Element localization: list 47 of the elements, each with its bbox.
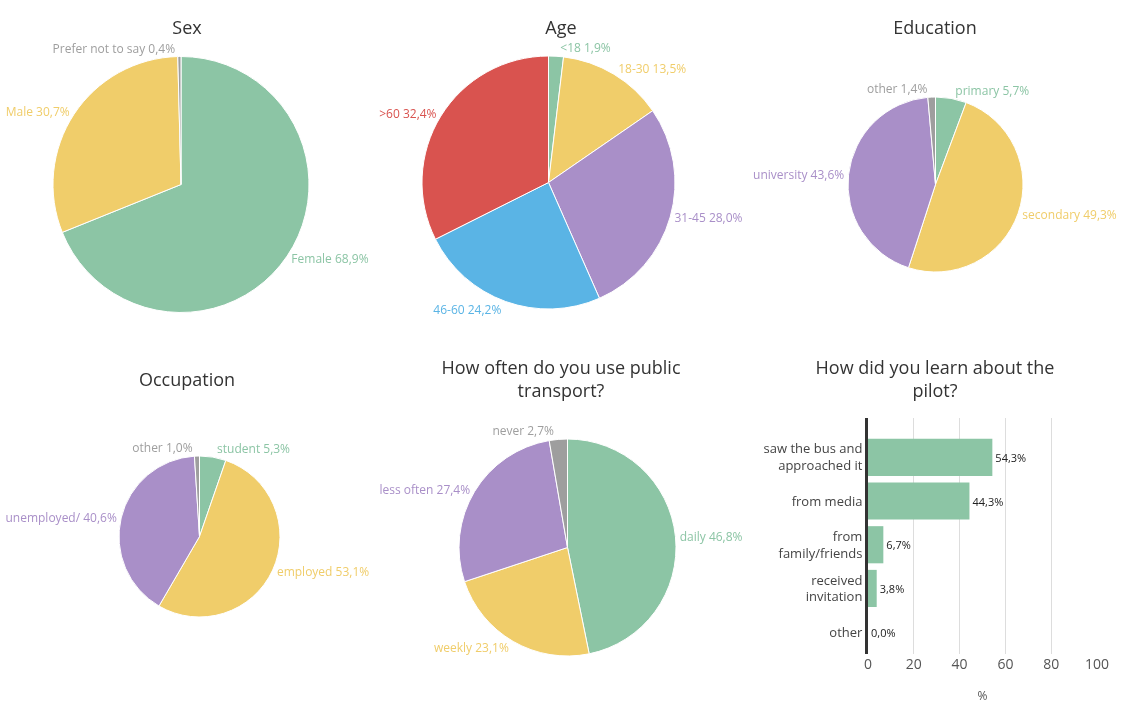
- slice-label: daily 46,8%: [679, 528, 743, 546]
- slice-label: 31-45 28,0%: [674, 209, 743, 227]
- slice-label: other 1,4%: [866, 80, 928, 98]
- chart-title: Age: [545, 15, 577, 40]
- chart-title: Education: [893, 15, 977, 40]
- chart-title: How did you learn about the pilot?: [815, 354, 1055, 402]
- x-axis-title: %: [977, 687, 988, 704]
- bar: [868, 482, 970, 520]
- chart-title: Sex: [172, 15, 203, 40]
- y-tick-label: from family/friends: [778, 526, 863, 562]
- data-label: 6,7%: [886, 537, 911, 553]
- slice-label: unemployed/ 40,6%: [5, 509, 117, 526]
- slice-label: <18 1,9%: [560, 39, 611, 57]
- slice-label: university 43,6%: [753, 166, 845, 184]
- slice-label: employed 53,1%: [276, 563, 370, 581]
- slice-label: Male 30,7%: [5, 103, 70, 121]
- slice-label: primary 5,7%: [955, 81, 1030, 99]
- x-tick-label: 20: [905, 654, 922, 673]
- x-tick-label: 60: [997, 654, 1014, 673]
- bar: [868, 438, 993, 476]
- slice-label: Female 68,9%: [291, 250, 369, 268]
- x-tick-label: 40: [951, 654, 968, 673]
- slice-label: Prefer not to say 0,4%: [52, 39, 176, 57]
- data-label: 54,3%: [995, 449, 1027, 465]
- slice-label: other 1,0%: [132, 439, 193, 457]
- x-tick-label: 0: [863, 654, 873, 673]
- x-tick-label: 80: [1043, 654, 1060, 673]
- data-label: 3,8%: [879, 580, 905, 596]
- bar: [868, 569, 877, 608]
- data-label: 44,3%: [972, 493, 1004, 509]
- y-tick-label: saw the bus and approached it: [763, 439, 863, 475]
- chart-title: How often do you use public transport?: [441, 354, 681, 402]
- slice-label: never 2,7%: [492, 422, 555, 440]
- slice-label: student 5,3%: [217, 440, 291, 458]
- y-tick-label: from media: [791, 491, 863, 510]
- slice-label: weekly 23,1%: [433, 639, 509, 657]
- x-tick-label: 100: [1084, 654, 1110, 673]
- y-tick-label: other: [829, 622, 864, 641]
- slice-label: 18-30 13,5%: [618, 59, 687, 77]
- y-tick-label: received invitation: [805, 570, 863, 606]
- slice-label: less often 27,4%: [379, 480, 471, 498]
- slice-label: secondary 49,3%: [1022, 205, 1117, 223]
- slice-label: >60 32,4%: [379, 105, 437, 123]
- bar: [868, 526, 884, 564]
- slice-label: 46-60 24,2%: [433, 300, 502, 318]
- data-label: 0,0%: [871, 624, 896, 640]
- chart-title: Occupation: [138, 367, 236, 392]
